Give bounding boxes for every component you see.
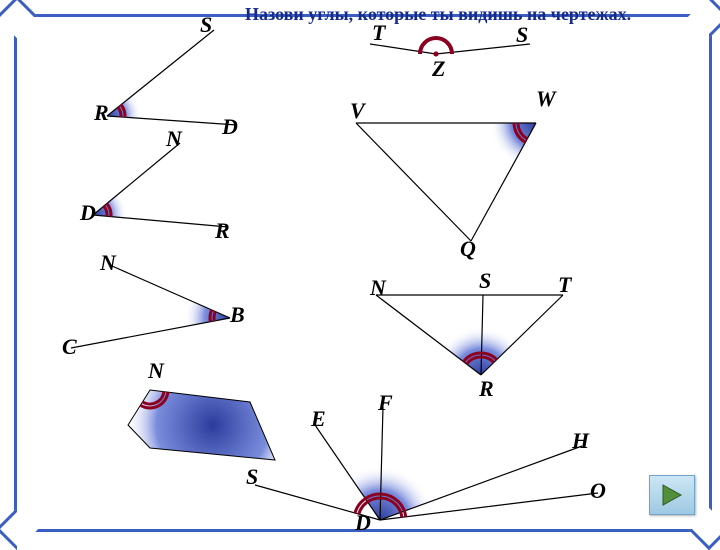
- point-label: O: [590, 478, 606, 504]
- point-label: B: [230, 302, 245, 328]
- point-label: N: [166, 126, 182, 152]
- point-label: E: [311, 406, 326, 432]
- point-label: T: [558, 272, 571, 298]
- point-label: C: [62, 334, 77, 360]
- point-label: F: [378, 390, 393, 416]
- point-label: V: [350, 98, 365, 124]
- point-label: S: [246, 464, 258, 490]
- point-label: H: [572, 428, 589, 454]
- point-label: Q: [460, 236, 476, 262]
- play-icon: [661, 483, 683, 507]
- point-label: D: [355, 510, 371, 536]
- point-label: D: [80, 200, 96, 226]
- point-label: N: [370, 275, 386, 301]
- point-label: S: [516, 22, 528, 48]
- point-label: N: [148, 358, 164, 384]
- point-label: S: [479, 268, 491, 294]
- point-label: N: [100, 250, 116, 276]
- point-label: Z: [432, 56, 445, 82]
- next-button[interactable]: [649, 475, 695, 515]
- point-label: D: [222, 114, 238, 140]
- point-label: T: [372, 20, 385, 46]
- point-label: R: [215, 218, 230, 244]
- point-label: S: [200, 12, 212, 38]
- point-label: R: [94, 100, 109, 126]
- point-label: W: [536, 86, 556, 112]
- point-label: R: [479, 376, 494, 402]
